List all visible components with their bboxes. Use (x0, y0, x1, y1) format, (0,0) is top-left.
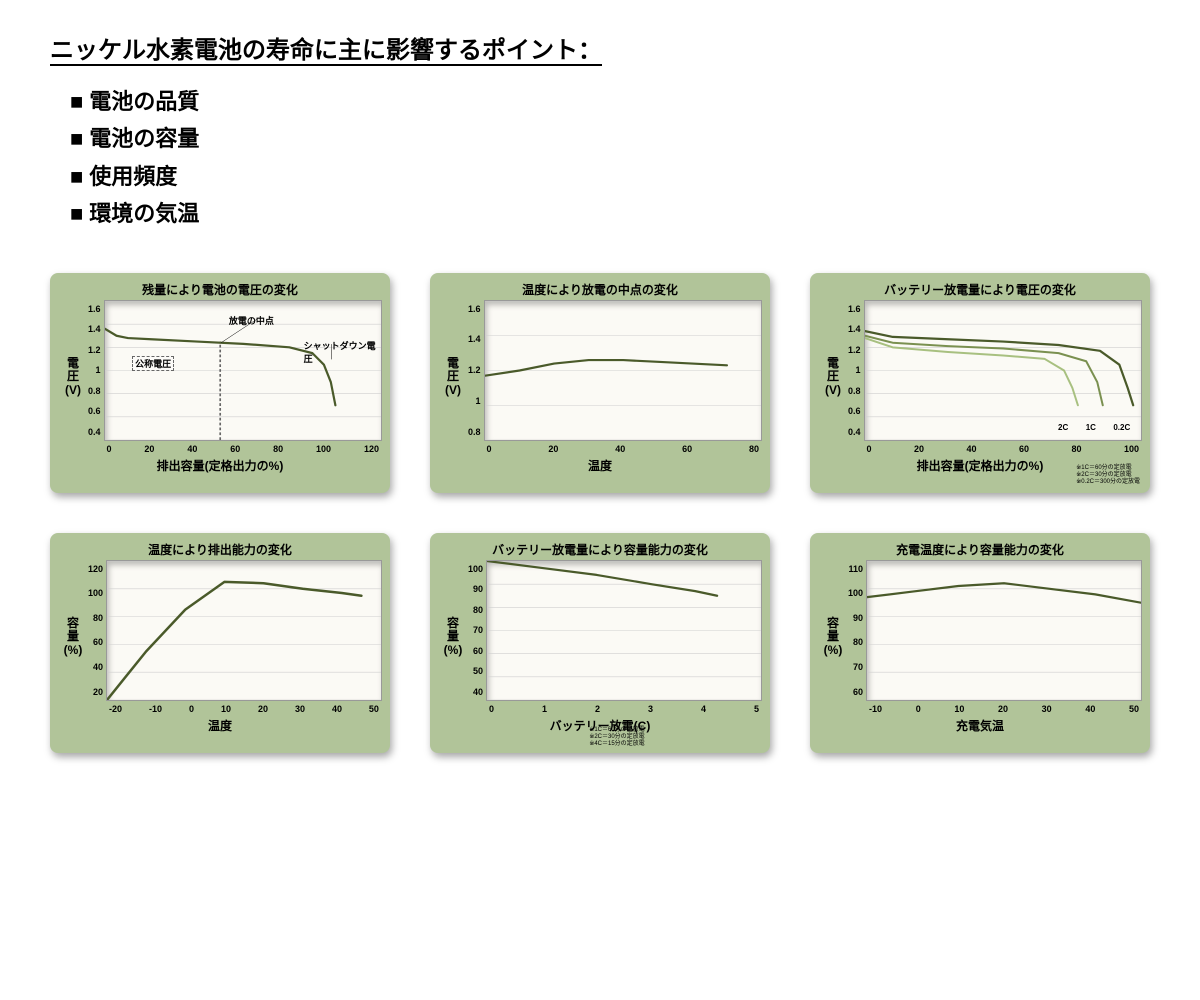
chart-title: バッテリー放電量により容量能力の変化 (438, 541, 762, 558)
y-axis-label: 電圧(V) (818, 300, 848, 455)
plot-area: -1001020304050 (866, 560, 1142, 701)
series-label: 2C (1058, 423, 1068, 432)
annotation: シャットダウン電圧 (304, 339, 381, 365)
bullet-item: 電池の容量 (70, 120, 1150, 157)
chart-grid: 残量により電池の電圧の変化電圧(V)1.61.41.210.80.60.4020… (50, 273, 1150, 753)
chart-title: 温度により排出能力の変化 (58, 541, 382, 558)
chart-title: 充電温度により容量能力の変化 (818, 541, 1142, 558)
plot-area: 012345 (486, 560, 762, 701)
y-ticks: 100908070605040 (468, 560, 486, 715)
y-ticks: 11010090807060 (848, 560, 866, 715)
plot-area: 0204060801002C1C0.2C (864, 300, 1142, 441)
chart-title: バッテリー放電量により電圧の変化 (818, 281, 1142, 298)
chart5: バッテリー放電量により容量能力の変化容量(%)10090807060504001… (430, 533, 770, 753)
footnote: ※1C＝60分の定放電※2C＝30分の定放電※4C＝15分の定放電 (589, 727, 644, 749)
annotation: 放電の中点 (229, 314, 274, 327)
chart-title: 残量により電池の電圧の変化 (58, 281, 382, 298)
bullet-item: 電池の品質 (70, 83, 1150, 120)
y-axis-label: 容量(%) (438, 560, 468, 715)
x-axis-label: 充電気温 (818, 717, 1142, 734)
x-ticks: 020406080100 (865, 444, 1141, 454)
y-axis-label: 電圧(V) (438, 300, 468, 455)
x-ticks: -20-1001020304050 (107, 704, 381, 714)
plot-area: -20-1001020304050 (106, 560, 382, 701)
chart-title: 温度により放電の中点の変化 (438, 281, 762, 298)
x-axis-label: 排出容量(定格出力の%) (58, 457, 382, 474)
x-ticks: 020406080100120 (105, 444, 381, 454)
y-axis-label: 容量(%) (818, 560, 848, 715)
footnote: ※1C＝60分の定放電※2C＝30分の定放電※0.2C＝300分の定放電 (1076, 465, 1140, 487)
chart6: 充電温度により容量能力の変化容量(%)11010090807060-100102… (810, 533, 1150, 753)
y-axis-label: 電圧(V) (58, 300, 88, 455)
bullet-list: 電池の品質電池の容量使用頻度環境の気温 (70, 83, 1150, 233)
series-label: 1C (1086, 423, 1096, 432)
plot-area: 020406080 (484, 300, 762, 441)
chart4: 温度により排出能力の変化容量(%)12010080604020-20-10010… (50, 533, 390, 753)
chart1: 残量により電池の電圧の変化電圧(V)1.61.41.210.80.60.4020… (50, 273, 390, 493)
x-ticks: 012345 (487, 704, 761, 714)
chart2: 温度により放電の中点の変化電圧(V)1.61.41.210.8020406080… (430, 273, 770, 493)
y-ticks: 1.61.41.210.8 (468, 300, 484, 455)
x-axis-label: 温度 (58, 717, 382, 734)
chart3: バッテリー放電量により電圧の変化電圧(V)1.61.41.210.80.60.4… (810, 273, 1150, 493)
plot-area: 020406080100120放電の中点シャットダウン電圧公称電圧 (104, 300, 382, 441)
page-title: ニッケル水素電池の寿命に主に影響するポイント： (50, 30, 1150, 65)
y-ticks: 1.61.41.210.80.60.4 (88, 300, 104, 455)
bullet-item: 環境の気温 (70, 195, 1150, 232)
y-ticks: 12010080604020 (88, 560, 106, 715)
series-label: 0.2C (1113, 423, 1130, 432)
y-axis-label: 容量(%) (58, 560, 88, 715)
bullet-item: 使用頻度 (70, 158, 1150, 195)
x-ticks: -1001020304050 (867, 704, 1141, 714)
annotation: 公称電圧 (132, 356, 174, 371)
x-axis-label: 温度 (438, 457, 762, 474)
x-ticks: 020406080 (485, 444, 761, 454)
y-ticks: 1.61.41.210.80.60.4 (848, 300, 864, 455)
